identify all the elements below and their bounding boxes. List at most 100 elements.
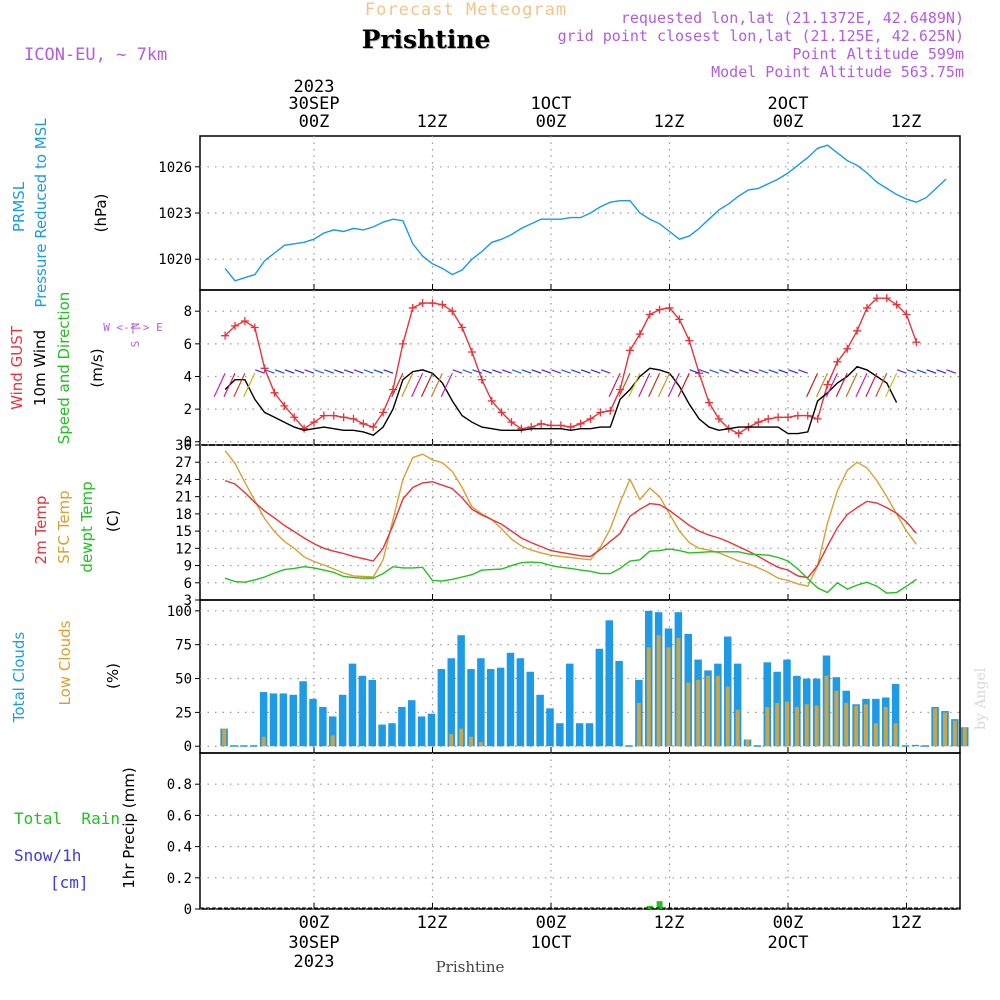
gust-point [892,300,901,309]
top-hour-label-2: 00Z [536,112,567,132]
wind-direction-arrow [590,369,601,374]
y-tick-label: 0.2 [167,871,192,887]
gust-point [685,336,694,345]
wind-direction-arrow [391,372,404,398]
y-tick-label: 15 [175,524,192,540]
wind-direction-arrow [462,369,473,374]
low-cloud-bar [478,742,483,747]
dewpt-line [224,548,917,594]
wind-direction-arrow [748,369,759,374]
wind-direction-arrow [324,369,334,374]
low-cloud-bar [735,709,740,747]
y-tick-label: 4 [184,369,192,385]
gust-point [517,424,526,433]
gust-point [408,303,417,312]
wind-direction-arrow [677,372,690,398]
total-cloud-bar [437,669,446,747]
requested-coords: requested lon,lat (21.1372E, 42.6489N) [621,9,964,27]
low-cloud-bar [636,702,641,747]
total-cloud-bar [289,694,297,747]
total-cloud-bar [417,716,426,747]
compass-n: N [129,323,142,330]
top-date-label-0: 30SEP [288,94,339,114]
pressure-panel: 1020 1023 1026 [158,135,961,291]
low-cloud-bar [765,706,770,747]
bottom-hour-label-4: 00Z [773,913,804,933]
temp-sfc-label: SFC Temp [55,490,73,563]
temp-2m-label: 2m Temp [32,496,50,565]
gust-point [339,413,348,422]
wind-direction-arrow [472,369,483,374]
gust-point [438,300,447,309]
total-cloud-bar [625,745,633,747]
gust-point [645,310,654,319]
total-cloud-bar [566,663,574,747]
snow-legend: Snow/1h [14,846,81,865]
wind-direction-arrow [689,369,700,374]
wind-direction-arrow [383,369,394,374]
gust-point [448,307,457,316]
gust-point [754,418,763,427]
gust-point [606,406,615,415]
low-cloud-bar [893,723,898,747]
gust-point [912,338,921,347]
wind-direction-arrow [334,369,344,374]
bottom-hour-label-0: 00Z [299,913,330,933]
model-label: ICON-EU, ~ 7km [24,45,167,65]
gust-point [872,294,881,303]
wind-direction-arrow [946,369,957,374]
gust-point [833,357,842,366]
y-tick-label: 0.6 [167,808,192,824]
gust-point [468,348,476,356]
gust-point [458,323,467,332]
total-cloud-bar [487,669,495,747]
gust-point [250,323,259,332]
total-cloud-bar [309,698,317,747]
wind-direction-arrow [452,369,463,374]
gust-point [626,346,634,355]
gust-point [635,330,644,339]
total-cloud-bar [250,745,258,747]
y-tick-label: 100 [167,604,192,620]
total-cloud-bar [427,713,436,747]
wind-direction-arrow [768,369,779,374]
low-cloud-bar [794,706,799,747]
wind-direction-arrow [855,372,868,398]
y-tick-label: 1023 [158,206,192,222]
low-cloud-bar [834,690,839,747]
total-cloud-bar [872,698,880,747]
gust-point [349,414,358,423]
low-cloud-bar [873,723,878,747]
wind-direction-arrow [835,372,848,398]
wind-direction-arrow [243,372,256,398]
snow-unit-legend: [cm] [50,873,89,892]
total-cloud-bar [398,706,406,747]
gust-point [497,408,506,417]
gust-point [586,414,595,423]
gust-point [260,364,269,373]
wind-direction-arrow [885,372,898,398]
top-hour-label-4: 00Z [773,112,804,132]
gust-point [882,294,891,303]
gust-point [655,305,664,314]
gust-point [576,419,585,428]
total-cloud-bar [329,716,337,747]
wind-direction-arrow [492,369,502,374]
low-cloud-bar [725,686,730,747]
wind-direction-arrow [906,369,917,374]
total-cloud-bar [477,658,485,747]
gust-point [280,401,289,410]
t2m-line [224,479,917,579]
y-tick-label: 6 [184,576,192,592]
precip-unit: 1hr Precip (mm) [120,767,138,888]
y-tick-label: 21 [175,490,192,506]
wind-direction-arrow [729,369,739,374]
wind-direction-arrow [825,372,838,398]
wind-dir-label: Speed and Direction [55,292,73,445]
low-cloud-bar [864,704,868,747]
gust-point [398,339,407,348]
bottom-date-label-0: 30SEP [288,933,339,953]
pressure-line [224,144,947,282]
gust-point [774,413,783,422]
pressure-unit: (hPa) [92,194,110,233]
